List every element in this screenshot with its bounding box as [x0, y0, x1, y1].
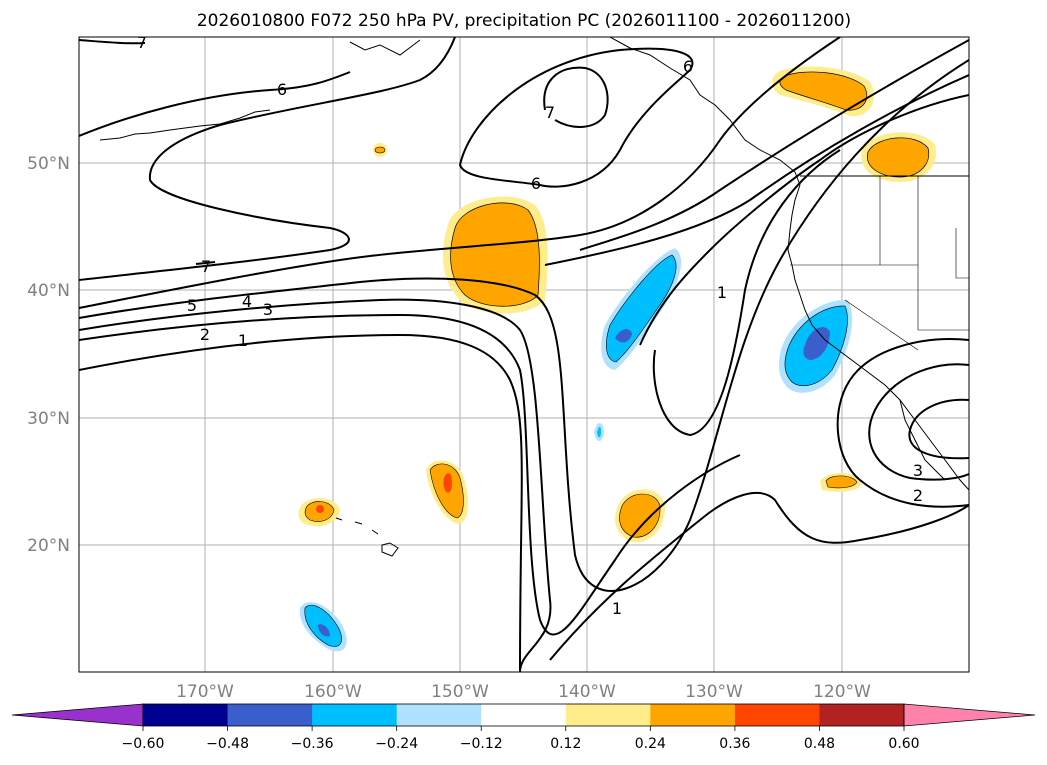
colorbar-tick-label: 0.12	[550, 736, 581, 752]
colorbar-segment	[565, 704, 651, 726]
coastline-alaska	[349, 37, 801, 186]
contour-label: 3	[263, 300, 273, 319]
colorbar-tick-label: −0.12	[460, 736, 503, 752]
contour-label: 6	[277, 80, 287, 99]
lon-label: 160°W	[304, 682, 362, 702]
colorbar-segment	[481, 704, 567, 726]
precipitation-shading	[298, 66, 936, 652]
colorbar-frame	[142, 703, 905, 727]
pv-contour-7	[79, 39, 146, 45]
pv-contour-7	[543, 66, 609, 128]
colorbar-extend-low	[11, 703, 144, 727]
contour-label: 3	[913, 461, 923, 480]
colorbar: −0.60 −0.48 −0.36 −0.24 −0.12 0.12 0.24 0.36 0.4…	[11, 703, 1036, 752]
contour-label: 1	[238, 331, 248, 350]
colorbar-segment	[734, 704, 820, 726]
colorbar-segment	[227, 704, 313, 726]
colorbar-segment	[396, 704, 482, 726]
pv-contour-3	[579, 39, 969, 251]
precip-positive-blob	[374, 146, 386, 154]
pv-contour-6	[458, 47, 694, 188]
contour-label: 7	[545, 103, 555, 122]
pv-contour-5	[79, 37, 841, 309]
precip-negative-blob	[803, 327, 830, 360]
precip-negative-blob	[318, 624, 330, 637]
pv-contour-3	[79, 298, 552, 672]
precip-positive-blob	[619, 493, 661, 538]
contour-label: 4	[242, 292, 252, 311]
colorbar-tick-label: −0.24	[375, 736, 418, 752]
precip-negative-blob	[597, 426, 601, 438]
pv-contour-1	[79, 333, 523, 672]
contour-label: 1	[612, 599, 622, 618]
colorbar-tick-label: 0.24	[635, 736, 666, 752]
longitude-labels: 170°W 160°W 150°W 140°W 130°W 120°W	[176, 682, 871, 702]
contour-label: 1	[717, 283, 727, 302]
latitude-labels: 50°N 40°N 30°N 20°N	[27, 154, 70, 556]
pv-contour-2	[79, 313, 741, 636]
contour-label: 7	[201, 257, 211, 276]
colorbar-tick-label: −0.60	[122, 736, 165, 752]
coastline-us-west	[787, 184, 969, 491]
coastlines	[99, 37, 969, 557]
colorbar-segment	[650, 704, 736, 726]
pv-contour-3	[868, 363, 969, 481]
lat-label: 30°N	[27, 409, 70, 429]
contour-label: 6	[531, 174, 541, 193]
contour-label: 2	[200, 325, 210, 344]
pv-contour-1	[639, 94, 969, 346]
pv-contours	[79, 37, 969, 672]
lat-label: 50°N	[27, 154, 70, 174]
lat-label: 20°N	[27, 536, 70, 556]
pv-contour-2	[544, 74, 969, 266]
colorbar-tick-label: −0.36	[291, 736, 334, 752]
lon-label: 130°W	[685, 682, 743, 702]
lon-label: 170°W	[176, 682, 234, 702]
colorbar-tick-label: −0.48	[206, 736, 249, 752]
precip-positive-blob	[867, 137, 930, 178]
lon-label: 150°W	[431, 682, 489, 702]
coastline-hawaii	[335, 517, 399, 557]
pv-contour-1	[652, 149, 841, 437]
precip-positive-blob	[825, 475, 858, 489]
precip-negative-blob	[615, 329, 632, 343]
lat-label: 40°N	[27, 281, 70, 301]
pv-contour-6	[79, 71, 351, 137]
pv-contour-1	[549, 491, 969, 661]
contour-label: 6	[683, 57, 693, 76]
colorbar-segment	[819, 704, 905, 726]
contour-labels: 7 6 6 6 5 4 3 2 1 1 7 7 3 2 1	[137, 33, 923, 618]
colorbar-extend-high	[903, 703, 1036, 727]
colorbar-segment	[143, 704, 229, 726]
precip-positive-blob	[316, 505, 324, 513]
contour-label: 5	[187, 296, 197, 315]
precip-positive-blob	[443, 473, 452, 493]
map-frame	[78, 36, 970, 673]
contour-label: 2	[913, 486, 923, 505]
pv-contour-7	[195, 261, 216, 265]
coastline-aleutians	[99, 109, 271, 141]
lon-label: 120°W	[813, 682, 871, 702]
pv-contour-4	[79, 59, 969, 592]
pv-contour-2	[836, 338, 969, 508]
map-panel: 7 6 6 6 5 4 3 2 1 1 7 7 3 2 1	[78, 33, 970, 673]
lon-label: 140°W	[558, 682, 616, 702]
colorbar-tick-label: 0.36	[719, 736, 750, 752]
border-states	[790, 176, 969, 351]
pv-contour-6	[79, 37, 456, 281]
figure-title: 2026010800 F072 250 hPa PV, precipitatio…	[197, 11, 851, 31]
colorbar-tick-label: 0.60	[888, 736, 919, 752]
colorbar-segment	[312, 704, 398, 726]
colorbar-tick-label: 0.48	[804, 736, 835, 752]
contour-label: 7	[137, 33, 147, 52]
coastline-baja	[899, 399, 946, 481]
